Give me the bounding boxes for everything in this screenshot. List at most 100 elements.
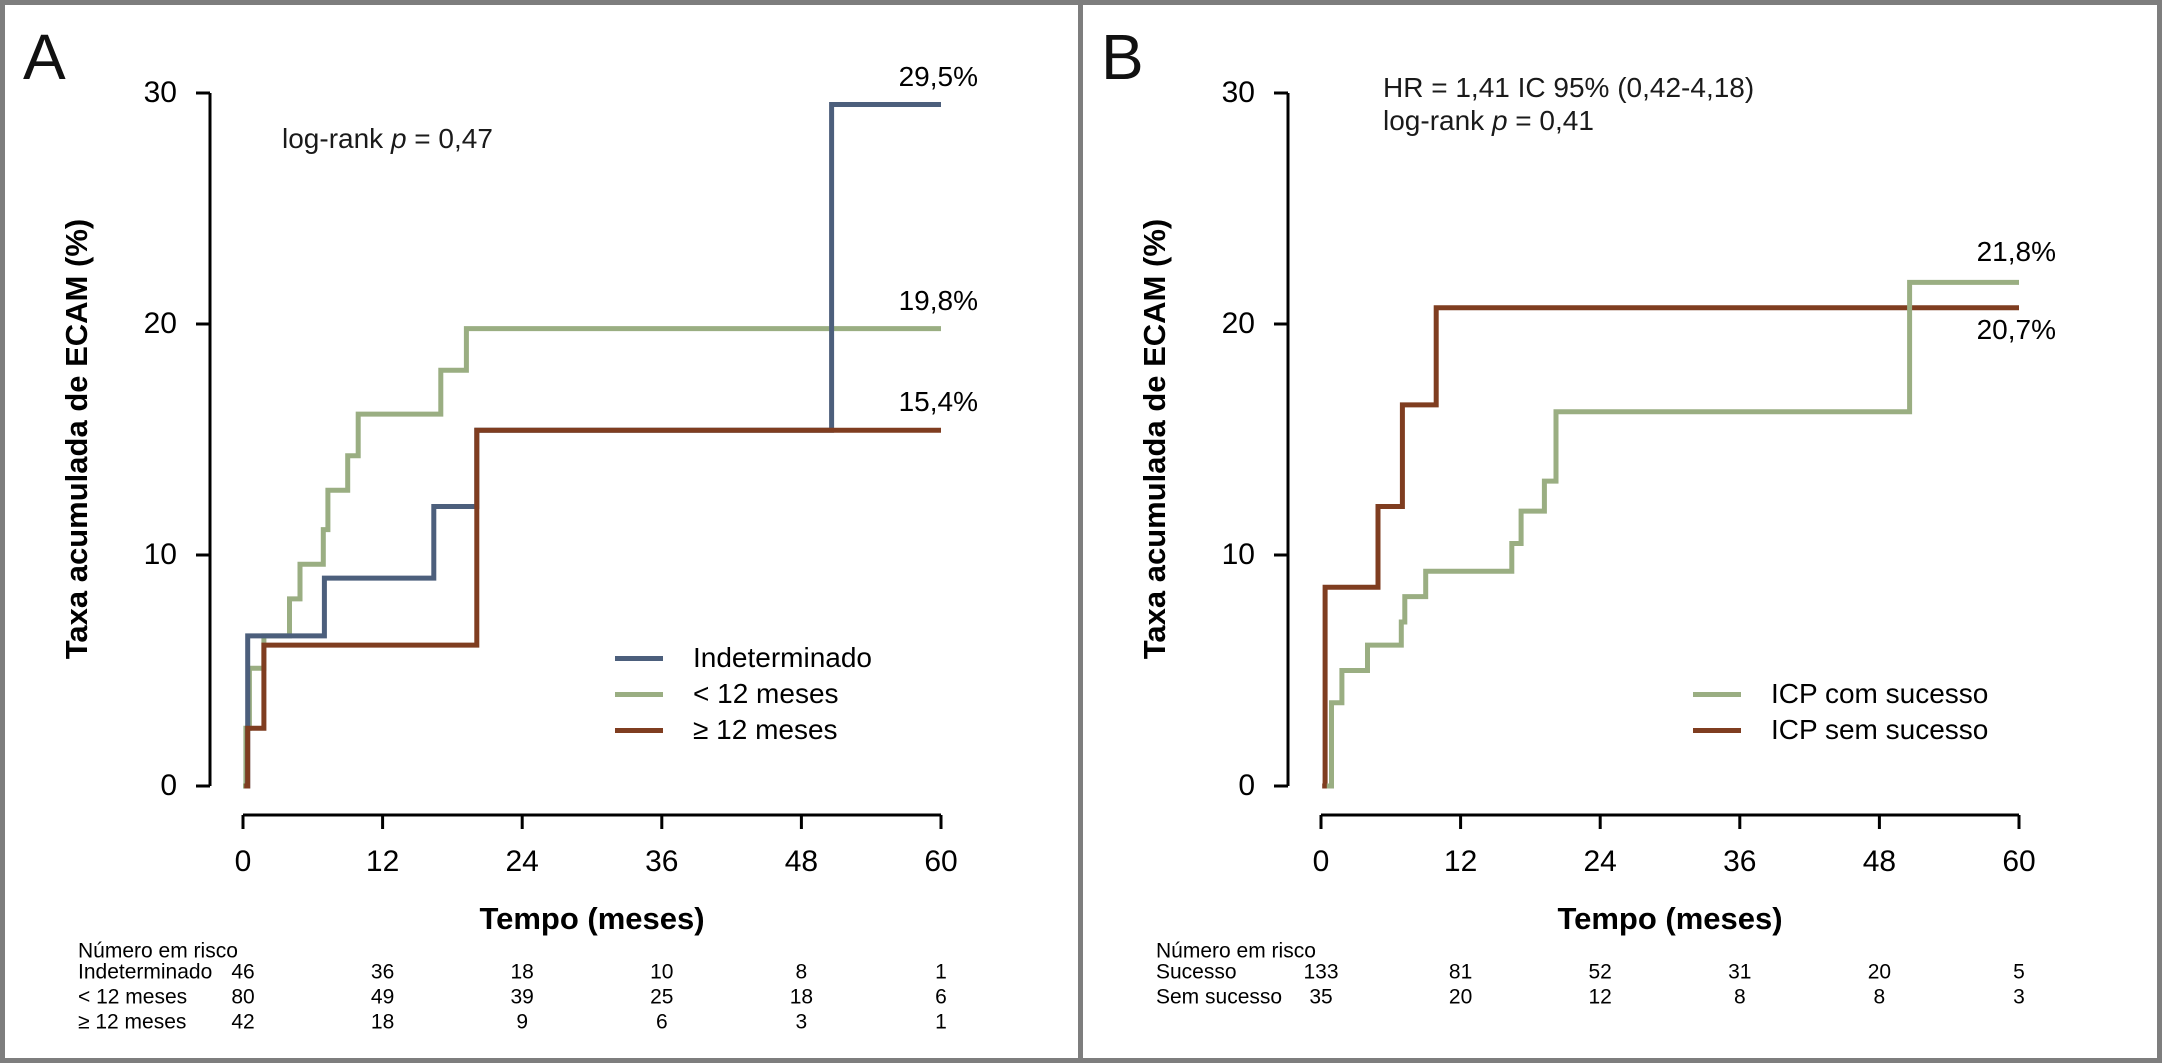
risk-value: 35	[1309, 985, 1333, 1009]
risk-value: 5	[2013, 960, 2025, 984]
curve-end-label-indeterminado: 29,5%	[898, 60, 978, 92]
x-tick-label: 12	[365, 845, 400, 878]
risk-row-label: Sucesso	[1156, 960, 1237, 984]
risk-value: 18	[510, 960, 534, 984]
legend-line-swatch	[1693, 727, 1741, 733]
risk-value: 39	[510, 985, 534, 1009]
risk-value: 10	[650, 960, 674, 984]
legend-line-swatch	[615, 691, 663, 697]
x-tick-label: 60	[2002, 845, 2036, 878]
panel-b-x-axis-title: Tempo (meses)	[1557, 901, 1783, 936]
x-axis	[1319, 813, 2021, 829]
risk-value: 6	[655, 1010, 668, 1034]
legend-label: ≥ 12 meses	[693, 714, 838, 745]
legend-item-icp-com-sucesso: ICP com sucesso	[1693, 676, 1988, 712]
legend-label: ICP sem sucesso	[1771, 714, 1989, 745]
panel-b: B Taxa acumulada de ECAM (%) Tempo (mese…	[1083, 5, 2157, 1058]
panel-b-plot	[1274, 91, 2021, 829]
legend-line-swatch	[615, 655, 663, 661]
risk-value: 36	[370, 960, 395, 984]
x-tick-label: 36	[1723, 845, 1757, 878]
legend-item-12-meses: < 12 meses	[615, 676, 872, 712]
legend: Indeterminado < 12 meses ≥ 12 meses	[615, 640, 872, 748]
risk-value: 42	[231, 1010, 255, 1034]
risk-value: 1	[935, 1010, 947, 1034]
x-tick-label: 36	[645, 845, 679, 878]
y-tick-label: 20	[143, 307, 177, 340]
risk-value: 80	[231, 985, 255, 1009]
stats-annotation-line: log-rank p = 0,47	[282, 123, 493, 154]
panel-a: A Taxa acumulada de ECAM (%) Tempo (mese…	[5, 5, 1078, 1058]
y-axis	[1274, 91, 1290, 788]
curve-indeterminado	[245, 102, 941, 789]
x-tick-label: 24	[1583, 845, 1617, 878]
x-tick-label: 48	[1862, 845, 1897, 878]
risk-row-label: Indeterminado	[78, 960, 213, 984]
x-tick-label: 0	[234, 845, 252, 878]
y-tick-label: 20	[1221, 307, 1255, 340]
y-tick-label: 10	[143, 538, 177, 571]
risk-value: 52	[1588, 960, 1612, 984]
risk-value: 1	[935, 960, 947, 984]
curve-end-label-12-meses: 15,4%	[898, 386, 978, 418]
curve-icp-com-sucesso	[1326, 279, 2019, 789]
x-tick-label: 24	[505, 845, 539, 878]
risk-value: 31	[1728, 960, 1752, 984]
stats-annotation-line: HR = 1,41 IC 95% (0,42-4,18)	[1383, 72, 1755, 103]
y-tick-label: 0	[160, 769, 177, 802]
stats-annotation: HR = 1,41 IC 95% (0,42-4,18) log-rank p =…	[1383, 71, 1754, 137]
risk-value: 20	[1867, 960, 1892, 984]
risk-value: 3	[2013, 985, 2025, 1009]
risk-value: 25	[650, 985, 674, 1009]
risk-row-label: Sem sucesso	[1156, 985, 1283, 1009]
stats-annotation: log-rank p = 0,47	[282, 122, 493, 155]
risk-value: 8	[1733, 985, 1746, 1009]
risk-value: 49	[370, 985, 395, 1009]
y-axis	[196, 91, 212, 788]
stats-annotation-line: log-rank p = 0,41	[1383, 105, 1594, 136]
curve-end-label-icp-com-sucesso: 21,8%	[1976, 236, 2056, 268]
panel-b-letter: B	[1101, 21, 1144, 93]
legend-item-12-meses: ≥ 12 meses	[615, 712, 872, 748]
risk-row-label: ≥ 12 meses	[78, 1010, 187, 1034]
risk-value: 133	[1303, 960, 1339, 984]
x-tick-label: 48	[784, 845, 819, 878]
legend-line-swatch	[1693, 691, 1741, 697]
risk-value: 18	[789, 985, 814, 1009]
y-tick-label: 10	[1221, 538, 1255, 571]
x-tick-label: 60	[924, 845, 958, 878]
risk-value: 8	[1873, 985, 1886, 1009]
risk-value: 20	[1448, 985, 1473, 1009]
risk-value: 3	[795, 1010, 808, 1034]
x-axis	[241, 813, 943, 829]
risk-value: 8	[795, 960, 808, 984]
risk-table-title: Número em risco	[1156, 939, 1316, 963]
risk-value: 12	[1588, 985, 1612, 1009]
risk-value: 81	[1448, 960, 1473, 984]
risk-value: 18	[370, 1010, 395, 1034]
curve-end-label-12-meses: 19,8%	[898, 284, 978, 316]
legend-item-indeterminado: Indeterminado	[615, 640, 872, 676]
legend-item-icp-sem-sucesso: ICP sem sucesso	[1693, 712, 1988, 748]
x-tick-label: 0	[1312, 845, 1330, 878]
curve-end-label-icp-sem-sucesso: 20,7%	[1976, 313, 2056, 345]
panel-a-x-axis-title: Tempo (meses)	[479, 901, 705, 936]
x-tick-label: 12	[1443, 845, 1478, 878]
y-tick-label: 30	[143, 76, 177, 109]
risk-value: 46	[231, 960, 255, 984]
risk-row-label: < 12 meses	[78, 985, 188, 1009]
curve-icp-sem-sucesso	[1322, 305, 2019, 789]
y-tick-label: 30	[1221, 76, 1255, 109]
y-tick-label: 0	[1238, 769, 1255, 802]
legend-label: < 12 meses	[693, 678, 839, 709]
risk-table-title: Número em risco	[78, 939, 238, 963]
panel-a-plot	[196, 91, 943, 829]
legend-label: Indeterminado	[693, 642, 873, 673]
risk-value: 6	[935, 985, 947, 1009]
legend-line-swatch	[615, 727, 663, 733]
risk-value: 9	[516, 1010, 529, 1034]
legend-label: ICP com sucesso	[1771, 678, 1989, 709]
panel-a-letter: A	[23, 21, 66, 93]
curve-12-meses	[244, 427, 941, 789]
